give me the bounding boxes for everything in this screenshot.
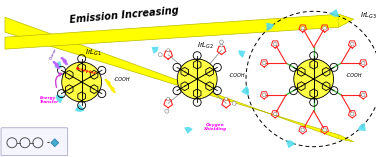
Circle shape bbox=[220, 44, 223, 47]
Circle shape bbox=[273, 112, 277, 116]
Polygon shape bbox=[5, 14, 353, 49]
Wedge shape bbox=[358, 123, 366, 131]
Text: $IrL_{G1}$: $IrL_{G1}$ bbox=[85, 48, 102, 58]
Wedge shape bbox=[75, 104, 85, 112]
Text: Acceptor: Acceptor bbox=[74, 66, 97, 76]
Circle shape bbox=[262, 93, 266, 97]
Wedge shape bbox=[184, 127, 193, 134]
Circle shape bbox=[301, 26, 305, 30]
Circle shape bbox=[323, 128, 327, 132]
Wedge shape bbox=[330, 9, 339, 17]
FancyBboxPatch shape bbox=[1, 128, 68, 156]
Circle shape bbox=[62, 62, 102, 102]
Polygon shape bbox=[5, 17, 353, 142]
Circle shape bbox=[158, 53, 162, 57]
Text: Oxygen
Shielding: Oxygen Shielding bbox=[203, 123, 227, 131]
Circle shape bbox=[225, 97, 228, 100]
Circle shape bbox=[220, 40, 223, 44]
Circle shape bbox=[294, 59, 334, 99]
Wedge shape bbox=[266, 23, 274, 30]
Circle shape bbox=[167, 49, 170, 52]
Circle shape bbox=[232, 101, 236, 105]
Text: $IrL_{G3}$: $IrL_{G3}$ bbox=[360, 11, 377, 21]
Circle shape bbox=[262, 61, 266, 65]
Wedge shape bbox=[56, 95, 64, 103]
Wedge shape bbox=[241, 86, 249, 96]
Text: -COOH: -COOH bbox=[345, 73, 362, 78]
Circle shape bbox=[273, 42, 277, 46]
Circle shape bbox=[350, 112, 354, 116]
Circle shape bbox=[167, 97, 170, 100]
Circle shape bbox=[177, 59, 217, 99]
Circle shape bbox=[323, 26, 327, 30]
Text: Emission Increasing: Emission Increasing bbox=[70, 5, 180, 25]
FancyArrowPatch shape bbox=[56, 73, 62, 87]
Wedge shape bbox=[55, 61, 62, 68]
Wedge shape bbox=[239, 50, 245, 58]
Text: -COOH: -COOH bbox=[113, 78, 130, 82]
Text: -COOH: -COOH bbox=[229, 73, 246, 78]
Wedge shape bbox=[286, 140, 295, 148]
Circle shape bbox=[165, 109, 169, 113]
Text: Energy
Transfer: Energy Transfer bbox=[40, 96, 59, 104]
Polygon shape bbox=[51, 139, 59, 147]
Circle shape bbox=[361, 61, 365, 65]
Polygon shape bbox=[339, 135, 353, 142]
Text: -: - bbox=[46, 138, 49, 147]
Text: Donor: Donor bbox=[49, 47, 58, 60]
Circle shape bbox=[361, 93, 365, 97]
Circle shape bbox=[350, 42, 354, 46]
Text: $IrL_{G2}$: $IrL_{G2}$ bbox=[197, 41, 214, 51]
Circle shape bbox=[301, 128, 305, 132]
Wedge shape bbox=[152, 47, 158, 54]
Polygon shape bbox=[339, 14, 353, 27]
